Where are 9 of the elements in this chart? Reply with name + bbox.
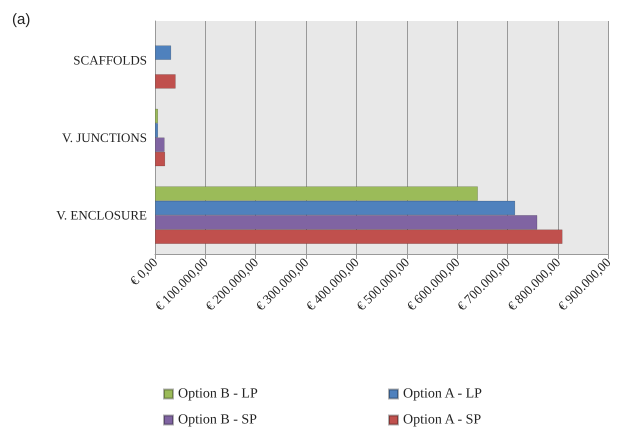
legend-label: Option B - SP [178, 412, 258, 428]
y-tick-label: V. ENCLOSURE [56, 208, 148, 223]
legend-label: Option B - LP [178, 386, 258, 402]
y-tick-label: SCAFFOLDS [73, 52, 147, 68]
x-tick-label: € 0,00 [126, 254, 160, 288]
legend-label: Option A - SP [403, 412, 482, 428]
text: (a) [12, 11, 30, 28]
y-tick-label: V. JUNCTIONS [62, 130, 147, 145]
legend-label: Option A - LP [403, 386, 482, 402]
